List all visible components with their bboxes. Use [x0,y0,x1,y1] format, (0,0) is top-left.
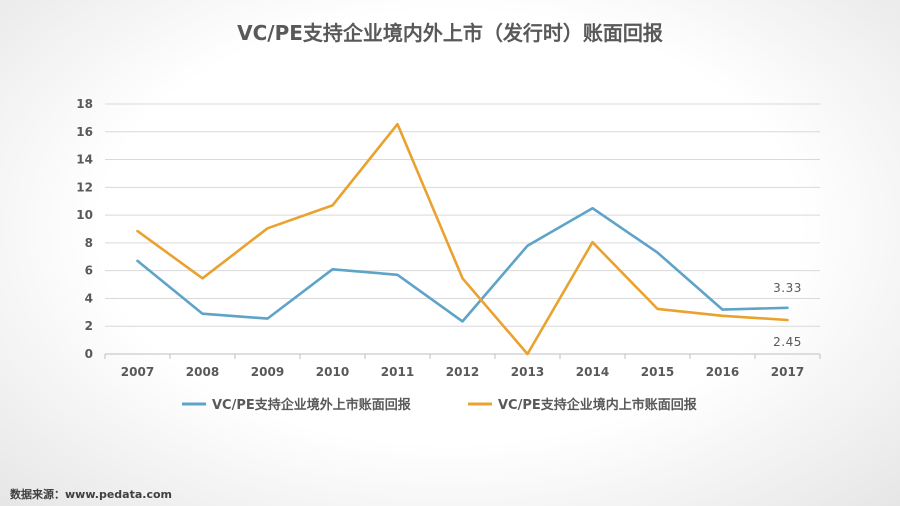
y-tick-label: 12 [76,180,93,194]
x-tick-label: 2013 [511,365,544,379]
legend-label: VC/PE支持企业境内上市账面回报 [498,397,698,413]
y-tick-label: 18 [76,97,93,111]
y-tick-label: 16 [76,125,93,139]
x-tick-label: 2008 [186,365,219,379]
y-tick-label: 2 [85,319,93,333]
chart-title: VC/PE支持企业境内外上市（发行时）账面回报 [237,21,663,45]
data-label: 3.33 [773,281,802,295]
x-tick-label: 2007 [121,365,154,379]
x-tick-label: 2012 [446,365,479,379]
x-tick-label: 2011 [381,365,414,379]
y-tick-label: 0 [85,347,93,361]
y-tick-label: 8 [85,236,93,250]
series-line-0 [136,206,789,323]
x-tick-label: 2017 [771,365,804,379]
data-annotations: 3.33 2.45 [773,281,802,349]
series-lines [136,122,789,356]
y-tick-label: 6 [85,264,93,278]
series-line-1 [136,122,789,356]
x-tick-label: 2010 [316,365,349,379]
x-tick-label: 2009 [251,365,284,379]
y-tick-label: 14 [76,153,93,167]
x-tick-label: 2014 [576,365,609,379]
legend: VC/PE支持企业境外上市账面回报 VC/PE支持企业境内上市账面回报 [182,397,698,413]
data-label: 2.45 [773,335,802,349]
x-tick-label: 2015 [641,365,674,379]
y-axis: 0 2 4 6 8 10 12 14 16 18 [76,97,93,361]
legend-label: VC/PE支持企业境外上市账面回报 [212,397,412,413]
y-tick-label: 10 [76,208,93,222]
x-axis: 2007 2008 2009 2010 2011 2012 2013 2014 2015 2016… [104,354,821,379]
source-note: 数据来源：www.pedata.com [10,488,172,501]
y-tick-label: 4 [85,291,93,305]
x-tick-label: 2016 [706,365,739,379]
gridlines [105,103,820,355]
